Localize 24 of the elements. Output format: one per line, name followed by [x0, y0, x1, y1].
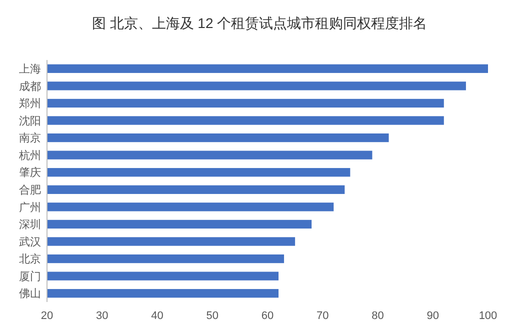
y-tick-label: 佛山	[19, 287, 41, 300]
y-tick-label: 肇庆	[19, 166, 41, 180]
y-tick-label: 成都	[19, 80, 41, 93]
x-tick-label: 40	[151, 310, 164, 322]
x-tick-label: 60	[261, 310, 274, 322]
y-tick-label: 郑州	[19, 97, 41, 110]
y-tick-label: 深圳	[19, 218, 41, 232]
x-tick-label: 100	[478, 310, 498, 322]
x-tick-label: 90	[426, 310, 439, 322]
y-tick-label: 南京	[19, 132, 41, 145]
y-tick-label: 沈阳	[19, 114, 41, 128]
y-tick-label: 上海	[19, 62, 41, 76]
x-tick-label: 70	[316, 310, 329, 322]
y-tick-label: 合肥	[19, 183, 41, 196]
y-tick-label: 北京	[19, 252, 41, 266]
x-tick-label: 20	[40, 310, 54, 322]
y-tick-label: 武汉	[19, 235, 41, 248]
x-tick-label: 80	[372, 310, 384, 322]
y-tick-label: 厦门	[19, 270, 41, 283]
chart-title: 图 北京、上海及 12 个租赁试点城市租购同权程度排名	[92, 15, 428, 31]
y-tick-label: 广州	[19, 200, 41, 214]
x-tick-label: 50	[206, 310, 218, 322]
x-tick-label: 30	[96, 310, 108, 322]
y-tick-label: 杭州	[18, 148, 41, 162]
